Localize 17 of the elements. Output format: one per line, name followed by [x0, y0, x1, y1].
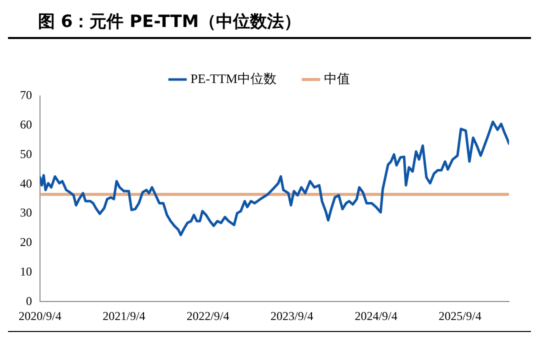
- x-tick-label: 2022/9/4: [186, 308, 230, 323]
- y-tick-label: 30: [20, 206, 32, 220]
- y-tick-label: 60: [20, 118, 32, 132]
- y-tick-label: 40: [20, 176, 32, 190]
- y-tick-label: 20: [20, 235, 32, 250]
- chart-title: 图 6：元件 PE-TTM（中位数法）: [37, 11, 302, 34]
- x-tick-label: 2023/9/4: [270, 308, 314, 323]
- legend-label: 中值: [324, 70, 350, 86]
- y-tick-label: 0: [26, 294, 32, 308]
- x-tick-label: 2020/9/4: [18, 308, 62, 323]
- legend-label: PE-TTM中位数: [190, 70, 276, 86]
- x-tick-label: 2021/9/4: [102, 308, 146, 323]
- y-tick-label: 10: [20, 264, 32, 278]
- x-tick-label: 2025/9/4: [438, 308, 482, 323]
- x-tick-label: 2024/9/4: [354, 308, 398, 323]
- y-tick-label: 70: [20, 88, 32, 102]
- y-tick-label: 50: [20, 146, 32, 161]
